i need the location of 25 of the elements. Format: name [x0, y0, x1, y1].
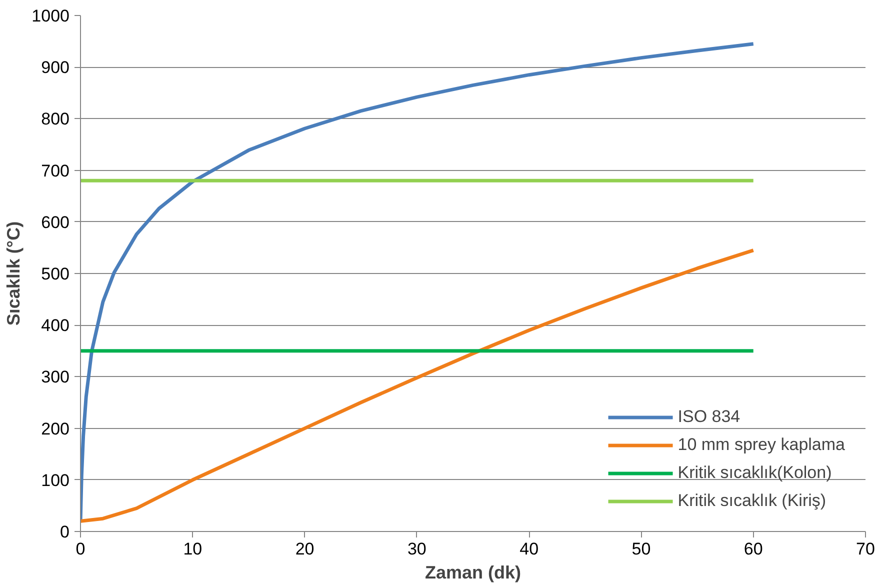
x-tick-label: 20 — [295, 540, 314, 558]
legend-label: Kritik sıcaklık(Kolon) — [678, 463, 832, 483]
x-tick-label: 30 — [407, 540, 426, 558]
x-tick-label: 60 — [744, 540, 763, 558]
x-tick-label: 50 — [632, 540, 651, 558]
x-axis-title: Zaman (dk) — [424, 562, 522, 582]
y-tick-label: 400 — [41, 316, 70, 336]
legend-label: Kritik sıcaklık (Kiriş) — [678, 491, 826, 511]
x-tick-label: 40 — [520, 540, 539, 558]
x-tick-label: 10 — [183, 540, 202, 558]
y-tick-label: 600 — [41, 212, 70, 232]
y-tick-label: 300 — [41, 368, 70, 387]
y-tick-label: 200 — [41, 419, 70, 438]
y-axis-title: Sıcaklık (°C) — [4, 221, 24, 326]
y-tick-label: 700 — [41, 161, 70, 180]
legend-label: ISO 834 — [678, 407, 740, 427]
y-tick-label: 900 — [41, 58, 70, 78]
x-tick-label: 70 — [856, 540, 875, 558]
y-tick-label: 0 — [60, 522, 70, 542]
x-tick-label: 0 — [76, 540, 86, 558]
legend-label: 10 mm sprey kaplama — [678, 435, 845, 455]
y-tick-label: 800 — [41, 110, 70, 129]
y-tick-label: 1000 — [32, 6, 70, 26]
y-tick-label: 500 — [41, 264, 70, 284]
y-tick-label: 100 — [41, 470, 70, 490]
